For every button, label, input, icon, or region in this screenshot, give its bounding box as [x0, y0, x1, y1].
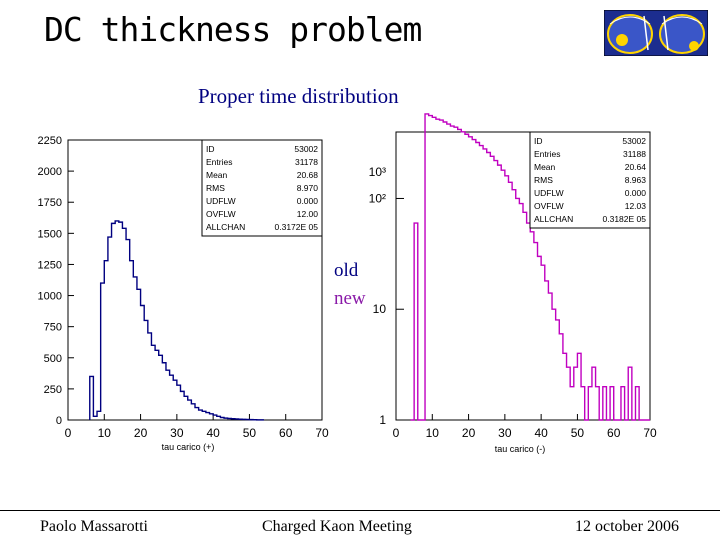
left-stats-value: 0.3172E 05 [275, 222, 319, 232]
right-x-tick-label: 50 [571, 426, 585, 440]
left-stats-label: UDFLW [206, 196, 236, 206]
right-stats-value: 12.03 [625, 201, 647, 211]
left-plot-frame [67, 139, 323, 421]
slide-title: DC thickness problem [44, 10, 422, 49]
right-x-tick-label: 70 [643, 426, 657, 440]
kloe-logo-icon [604, 10, 708, 56]
left-stats-label: OVFLW [206, 209, 236, 219]
left-y-tick-label: 750 [44, 322, 62, 334]
left-x-tick-label: 70 [315, 426, 329, 440]
right-stats-value: 53002 [622, 136, 646, 146]
right-y-tick-label: 10 [373, 302, 387, 316]
left-x-tick-label: 60 [279, 426, 293, 440]
right-stats-label: UDFLW [534, 188, 564, 198]
right-y-tick-label: 10² [369, 191, 386, 205]
left-x-tick-label: 50 [243, 426, 257, 440]
footer-meeting: Charged Kaon Meeting [262, 518, 412, 535]
left-stats-value: 12.00 [297, 209, 319, 219]
right-plot-frame [395, 131, 651, 421]
left-stats-value: 31178 [295, 157, 318, 167]
right-stats-label: RMS [534, 175, 553, 185]
left-y-tick-label: 250 [44, 384, 62, 396]
left-stats-value: 8.970 [297, 183, 319, 193]
right-stats-label: ID [534, 136, 543, 146]
left-stats: ID 53002 Entries 31178 Mean 20.68 RMS 8.970 UDFL… [201, 139, 323, 237]
right-x-tick-label: 10 [426, 426, 440, 440]
right-x-tick-label: 20 [462, 426, 476, 440]
left-stats-value: 0.000 [297, 196, 319, 206]
left-histogram-old [89, 220, 264, 421]
left-x-tick-label: 20 [134, 426, 148, 440]
right-x-tick-label: 0 [393, 426, 400, 440]
right-stats-value: 8.963 [625, 175, 647, 185]
right-stats: ID 53002 Entries 31188 Mean 20.64 RMS 8.963 UDFL… [529, 131, 651, 229]
right-stats-label: Mean [534, 162, 556, 172]
right-x-tick-label: 60 [607, 426, 621, 440]
left-stats-value: 53002 [294, 144, 318, 154]
left-stats-label: ALLCHAN [206, 222, 245, 232]
right-stats-label: ALLCHAN [534, 214, 573, 224]
left-x-tick-label: 40 [206, 426, 220, 440]
left-y-tick-label: 2250 [38, 135, 62, 147]
left-stats-label: Entries [206, 157, 232, 167]
left-x-axis-label: tau carico (+) [162, 442, 215, 452]
footer-author: Paolo Massarotti [40, 518, 148, 535]
right-stats-value: 20.64 [625, 162, 647, 172]
left-stats-label: ID [206, 144, 215, 154]
left-stats-value: 20.68 [297, 170, 319, 180]
left-y-tick-label: 0 [56, 415, 62, 427]
right-y-tick-label: 10³ [369, 165, 386, 179]
left-y-tick-label: 1750 [38, 197, 62, 209]
left-x-tick-label: 30 [170, 426, 184, 440]
legend-old: old [334, 260, 359, 281]
right-stats-value: 0.3182E 05 [603, 214, 647, 224]
footer-date: 12 october 2006 [575, 518, 679, 535]
chart-subtitle: Proper time distribution [198, 84, 399, 108]
right-stats-value: 31188 [623, 149, 646, 159]
right-stats-label: OVFLW [534, 201, 564, 211]
left-y-tick-label: 1000 [38, 291, 62, 303]
left-y-tick-label: 2000 [38, 166, 62, 178]
right-x-tick-label: 40 [534, 426, 548, 440]
left-x-tick-label: 10 [98, 426, 112, 440]
right-histogram-new [410, 113, 650, 421]
legend-new: new [334, 288, 366, 309]
right-x-axis-label: tau carico (-) [495, 444, 546, 454]
right-y-tick-label: 1 [379, 413, 386, 427]
left-stats-label: Mean [206, 170, 228, 180]
left-stats-label: RMS [206, 183, 225, 193]
left-x-tick-label: 0 [65, 426, 72, 440]
footer-divider [0, 510, 720, 511]
left-y-tick-label: 500 [44, 353, 62, 365]
left-y-tick-label: 1250 [38, 259, 62, 271]
right-x-tick-label: 30 [498, 426, 512, 440]
left-y-tick-label: 1500 [38, 228, 62, 240]
right-stats-value: 0.000 [625, 188, 647, 198]
right-stats-frame [529, 131, 651, 229]
left-stats-frame [201, 139, 323, 237]
right-stats-label: Entries [534, 149, 560, 159]
